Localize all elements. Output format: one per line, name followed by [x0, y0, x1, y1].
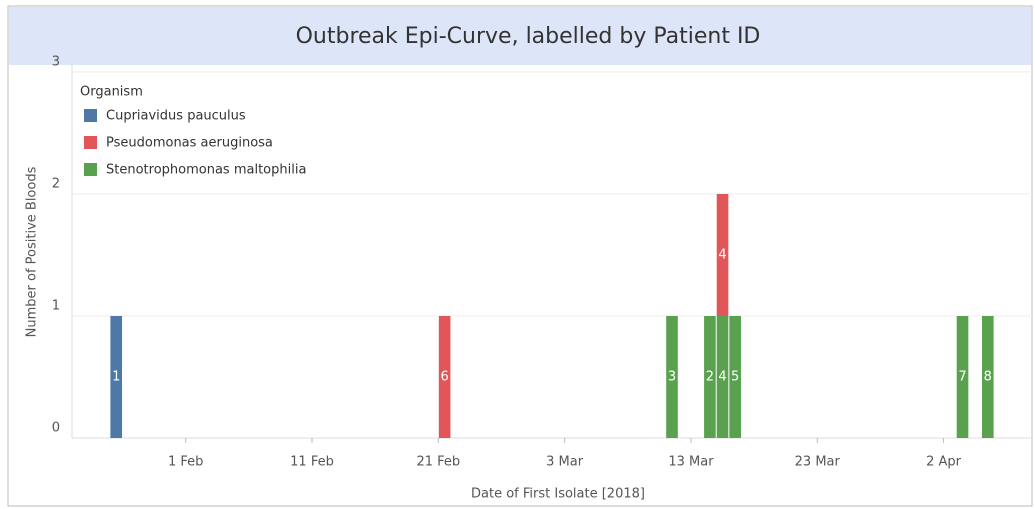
y-tick-label: 2 — [52, 177, 60, 192]
bar — [729, 316, 741, 438]
bar-label: 4 — [718, 370, 726, 385]
bar-label: 8 — [984, 370, 992, 385]
bar — [981, 316, 994, 438]
legend-swatch — [84, 136, 97, 149]
x-tick-label: 21 Feb — [416, 455, 460, 470]
bar-label: 4 — [718, 248, 726, 263]
legend-title: Organism — [80, 85, 143, 100]
x-tick-label: 1 Feb — [168, 455, 203, 470]
x-tick-label: 3 Mar — [546, 455, 584, 470]
legend-label: Stenotrophomonas maltophilia — [106, 163, 306, 178]
legend-swatch — [84, 163, 97, 176]
y-tick-label: 1 — [52, 299, 60, 314]
chart-title: Outbreak Epi-Curve, labelled by Patient … — [296, 24, 761, 49]
bar — [716, 316, 729, 438]
bar-label: 2 — [706, 370, 714, 385]
y-axis-label: Number of Positive Bloods — [25, 166, 40, 337]
title-band — [9, 7, 1031, 65]
legend-label: Pseudomonas aeruginosa — [106, 136, 273, 151]
bar-label: 7 — [958, 370, 966, 385]
bar-label: 3 — [668, 370, 676, 385]
bar-label: 6 — [440, 370, 448, 385]
bar — [110, 316, 123, 438]
bar-label: 5 — [731, 370, 739, 385]
bar-label: 1 — [112, 370, 120, 385]
y-tick-label: 0 — [52, 421, 60, 436]
x-tick-label: 13 Mar — [668, 455, 714, 470]
bar — [666, 316, 678, 438]
x-tick-label: 23 Mar — [795, 455, 841, 470]
x-axis-label: Date of First Isolate [2018] — [471, 487, 645, 502]
bar — [716, 194, 729, 316]
y-tick-label: 3 — [52, 55, 60, 70]
legend-label: Cupriavidus pauculus — [106, 109, 246, 124]
legend-swatch — [84, 109, 97, 122]
bar — [704, 316, 716, 438]
frame — [7, 5, 1033, 507]
bar — [956, 316, 969, 438]
x-tick-label: 2 Apr — [926, 455, 962, 470]
x-tick-label: 11 Feb — [290, 455, 334, 470]
bar — [438, 316, 451, 438]
